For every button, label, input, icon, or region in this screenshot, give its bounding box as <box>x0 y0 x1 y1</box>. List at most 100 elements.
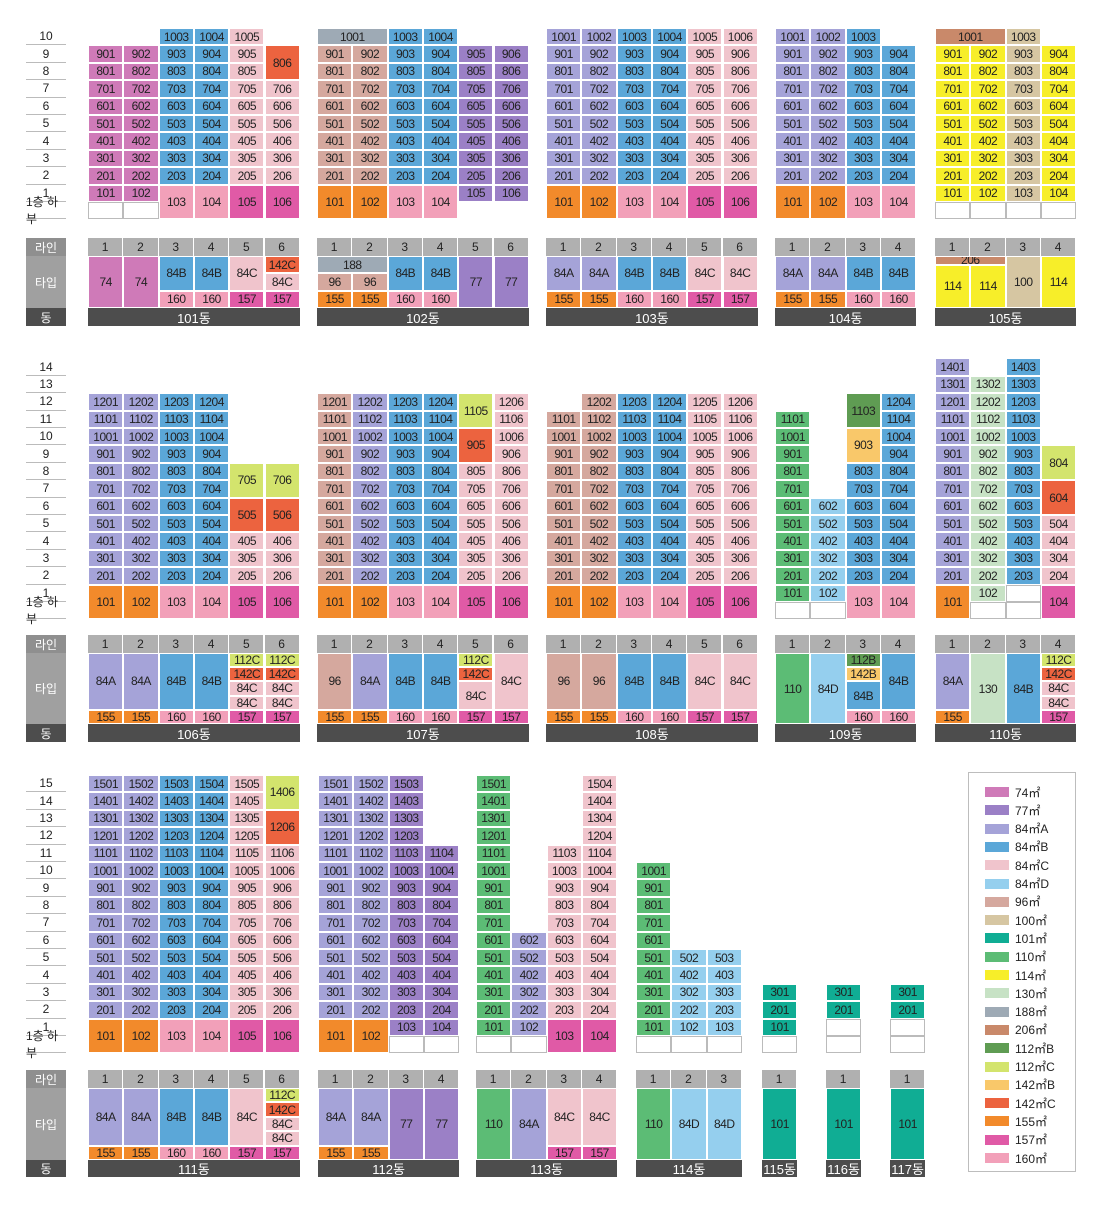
unit-cell[interactable]: 406 <box>493 532 529 550</box>
unit-cell[interactable]: 1304 <box>193 809 230 828</box>
unit-cell[interactable]: 1405 <box>229 792 265 810</box>
unit-cell[interactable]: 903 <box>158 45 194 63</box>
unit-cell[interactable]: 1004 <box>581 862 618 880</box>
unit-cell[interactable]: 403 <box>388 966 424 984</box>
unit-cell[interactable]: 305 <box>229 549 265 568</box>
unit-cell[interactable]: 1502 <box>353 775 389 793</box>
unit-cell[interactable]: 504 <box>193 949 230 967</box>
unit-cell[interactable]: 1402 <box>123 792 159 810</box>
unit-cell[interactable]: 403 <box>546 966 582 984</box>
unit-cell[interactable]: 103 <box>158 1018 194 1054</box>
unit-cell[interactable]: 503 <box>1005 515 1041 533</box>
unit-cell[interactable]: 505 <box>458 115 494 133</box>
unit-cell[interactable]: 802 <box>353 896 389 915</box>
unit-cell[interactable]: 501 <box>88 949 124 967</box>
unit-cell[interactable]: 1101 <box>775 410 811 428</box>
unit-cell[interactable]: 1002 <box>581 28 617 46</box>
unit-cell[interactable]: 901 <box>775 45 811 63</box>
unit-cell[interactable]: 102 <box>353 1018 389 1054</box>
unit-cell[interactable]: 603 <box>387 497 423 515</box>
unit-cell[interactable]: 701 <box>935 480 971 498</box>
unit-cell[interactable]: 504 <box>581 949 618 967</box>
unit-cell[interactable]: 602 <box>511 931 547 949</box>
unit-cell[interactable]: 1201 <box>318 827 354 845</box>
unit-cell[interactable]: 1102 <box>353 844 389 862</box>
unit-cell[interactable]: 604 <box>423 931 460 949</box>
unit-cell[interactable]: 401 <box>317 132 353 150</box>
unit-cell[interactable]: 1203 <box>158 393 194 411</box>
unit-cell[interactable]: 504 <box>651 115 688 133</box>
unit-cell[interactable]: 801 <box>88 62 124 81</box>
unit-cell[interactable]: 303 <box>1005 149 1041 168</box>
unit-cell[interactable]: 904 <box>422 45 459 63</box>
unit-cell[interactable]: 1301 <box>318 809 354 828</box>
unit-cell[interactable]: 801 <box>935 462 971 481</box>
unit-cell[interactable]: 603 <box>616 497 652 515</box>
unit-cell[interactable]: 704 <box>880 480 917 498</box>
unit-cell[interactable]: 805 <box>229 62 265 81</box>
unit-cell[interactable]: 904 <box>880 445 917 463</box>
unit-cell[interactable]: 1106 <box>264 844 300 862</box>
unit-cell[interactable]: 304 <box>651 149 688 168</box>
unit-cell[interactable]: 604 <box>193 497 230 515</box>
unit-cell[interactable]: 801 <box>476 896 512 915</box>
unit-cell[interactable]: 1403 <box>1005 358 1041 376</box>
unit-cell[interactable]: 203 <box>616 167 652 185</box>
unit-cell[interactable]: 801 <box>88 462 124 481</box>
unit-cell[interactable]: 403 <box>1005 532 1041 550</box>
unit-cell[interactable]: 604 <box>193 931 230 949</box>
unit-cell[interactable]: 104 <box>1040 584 1077 620</box>
unit-cell[interactable]: 302 <box>352 149 388 168</box>
unit-cell[interactable]: 802 <box>352 462 388 481</box>
unit-cell[interactable]: 1103 <box>387 410 423 428</box>
unit-cell[interactable]: 401 <box>88 132 124 150</box>
unit-cell[interactable]: 603 <box>388 931 424 949</box>
unit-cell[interactable]: 203 <box>845 567 881 585</box>
unit-cell[interactable]: 305 <box>458 149 494 168</box>
unit-cell[interactable]: 202 <box>353 1001 389 1019</box>
unit-cell[interactable]: 903 <box>388 879 424 897</box>
unit-cell[interactable]: 304 <box>651 549 688 568</box>
unit-cell[interactable]: 301 <box>826 983 862 1002</box>
unit-cell[interactable]: 1001 <box>88 428 124 446</box>
unit-cell[interactable]: 903 <box>616 45 652 63</box>
unit-cell[interactable]: 803 <box>158 896 194 915</box>
building-name[interactable]: 117동 <box>890 1160 926 1177</box>
unit-cell[interactable]: 301 <box>476 983 512 1002</box>
unit-cell[interactable]: 1001 <box>476 862 512 880</box>
unit-cell[interactable]: 706 <box>493 480 529 498</box>
unit-cell[interactable]: 1001 <box>935 428 971 446</box>
unit-cell[interactable]: 803 <box>388 896 424 915</box>
unit-cell[interactable]: 304 <box>422 549 459 568</box>
unit-cell[interactable]: 901 <box>775 445 811 463</box>
unit-cell[interactable]: 705 <box>229 462 265 498</box>
unit-cell[interactable]: 105 <box>458 184 494 202</box>
unit-cell[interactable]: 803 <box>387 62 423 81</box>
unit-cell[interactable]: 706 <box>264 462 300 498</box>
unit-cell[interactable]: 201 <box>317 167 353 185</box>
unit-cell[interactable]: 901 <box>317 445 353 463</box>
unit-cell[interactable]: 104 <box>423 1018 460 1036</box>
unit-cell[interactable]: 801 <box>318 896 354 915</box>
unit-cell[interactable]: 803 <box>845 62 881 81</box>
unit-cell[interactable]: 905 <box>229 879 265 897</box>
unit-cell[interactable]: 306 <box>264 149 300 168</box>
unit-cell[interactable]: 302 <box>353 983 389 1002</box>
unit-cell[interactable]: 601 <box>88 497 124 515</box>
unit-cell[interactable]: 502 <box>352 515 388 533</box>
unit-cell[interactable]: 303 <box>706 983 742 1002</box>
unit-cell[interactable]: 905 <box>687 45 723 63</box>
unit-cell[interactable]: 203 <box>158 567 194 585</box>
unit-cell[interactable]: 1103 <box>1005 410 1041 428</box>
unit-cell[interactable]: 201 <box>546 167 582 185</box>
unit-cell[interactable]: 204 <box>423 1001 460 1019</box>
unit-cell[interactable]: 1006 <box>722 28 758 46</box>
unit-cell[interactable]: 201 <box>317 567 353 585</box>
unit-cell[interactable]: 202 <box>123 1001 159 1019</box>
unit-cell[interactable]: 104 <box>193 584 230 620</box>
unit-cell[interactable]: 102 <box>810 584 846 602</box>
unit-cell[interactable]: 303 <box>845 549 881 568</box>
unit-cell[interactable]: 703 <box>388 914 424 932</box>
unit-cell[interactable]: 1104 <box>581 844 618 862</box>
unit-cell[interactable]: 204 <box>193 567 230 585</box>
